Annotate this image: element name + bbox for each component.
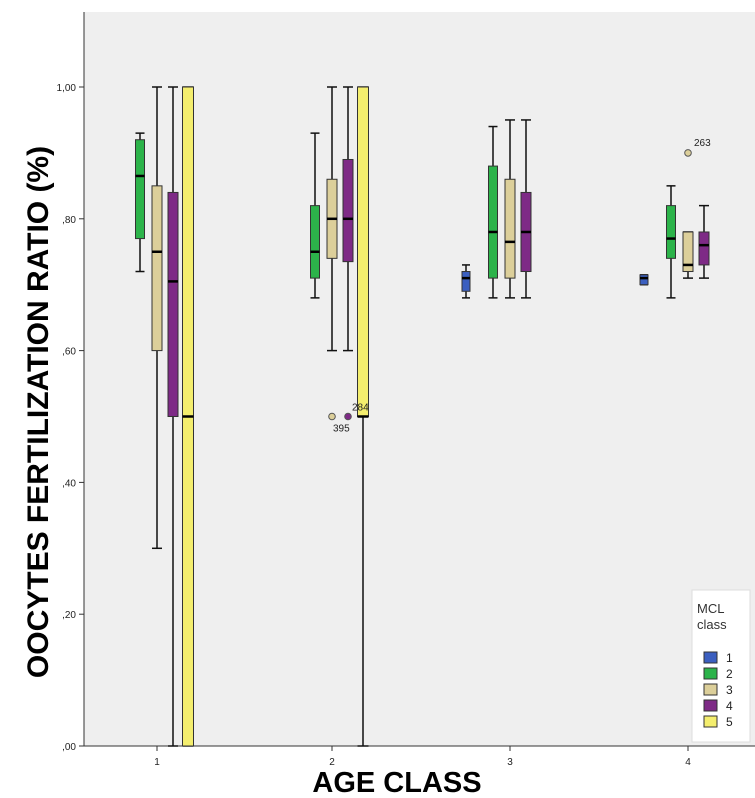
outlier-label: 284 — [352, 403, 369, 414]
x-tick-label: 3 — [507, 757, 513, 768]
box-4-4 — [698, 204, 710, 279]
x-tick-label: 1 — [154, 757, 160, 768]
box-body — [682, 231, 694, 273]
box-body — [310, 205, 320, 279]
plot-background — [84, 12, 755, 746]
box-body — [639, 274, 649, 286]
box-3-1 — [461, 264, 471, 299]
box-1-4 — [167, 86, 179, 747]
legend-label-1: 1 — [726, 651, 733, 665]
box-4-2 — [666, 185, 676, 299]
box-body — [357, 86, 369, 417]
legend: MCL class 1 2 3 4 5 — [691, 589, 751, 743]
y-tick-label: ,80 — [62, 215, 76, 226]
x-tick-label: 2 — [329, 757, 335, 768]
legend-label-2: 2 — [726, 667, 733, 681]
y-tick-label: ,40 — [62, 478, 76, 489]
box-4-1 — [639, 274, 649, 286]
legend-background — [691, 589, 751, 743]
legend-swatch-3 — [703, 683, 718, 696]
box-2-4 — [342, 86, 354, 352]
box-body — [504, 178, 516, 279]
x-axis-label: AGE CLASS — [312, 767, 481, 798]
box-3-2 — [488, 125, 498, 299]
legend-title-line1: MCL — [697, 601, 724, 616]
legend-title-line2: class — [697, 617, 727, 632]
outlier-point — [328, 412, 336, 421]
box-2-2 — [310, 132, 320, 299]
box-3-3 — [504, 119, 516, 299]
legend-items: 1 2 3 4 5 — [703, 651, 733, 729]
outlier-point — [684, 149, 692, 157]
box-body — [666, 205, 676, 259]
box-1-5 — [182, 86, 194, 747]
legend-swatch-5 — [703, 715, 718, 728]
y-tick-label: ,20 — [62, 610, 76, 621]
outlier-point — [344, 412, 352, 421]
y-tick-label: ,00 — [62, 742, 76, 753]
legend-swatch-1 — [703, 651, 718, 664]
box-2-3 — [326, 86, 338, 352]
box-body — [698, 231, 710, 266]
box-body — [461, 271, 471, 292]
y-axis-ticks: ,00 ,20 ,40 ,60 ,80 1,00 — [57, 83, 84, 753]
box-body — [342, 158, 354, 263]
box-body — [151, 185, 163, 352]
y-axis-label: OOCYTES FERTILIZATION RATIO (%) — [22, 146, 55, 678]
box-1-2 — [135, 132, 145, 273]
box-3-4 — [520, 119, 532, 299]
box-body — [135, 139, 145, 240]
outlier-label: 395 — [333, 424, 350, 435]
box-body — [488, 165, 498, 279]
x-axis-ticks: 1 2 3 4 — [154, 746, 691, 768]
legend-swatch-4 — [703, 699, 718, 712]
x-tick-label: 4 — [685, 757, 691, 768]
box-series-group — [135, 86, 710, 747]
box-4-3 — [682, 231, 694, 279]
legend-label-3: 3 — [726, 683, 733, 697]
outlier-label: 263 — [694, 138, 711, 149]
box-2-5 — [357, 86, 369, 747]
box-body — [167, 191, 179, 417]
legend-swatch-2 — [703, 667, 718, 680]
y-tick-label: 1,00 — [57, 83, 77, 94]
legend-label-4: 4 — [726, 699, 733, 713]
y-tick-label: ,60 — [62, 347, 76, 358]
box-1-3 — [151, 86, 163, 550]
legend-label-5: 5 — [726, 715, 733, 729]
